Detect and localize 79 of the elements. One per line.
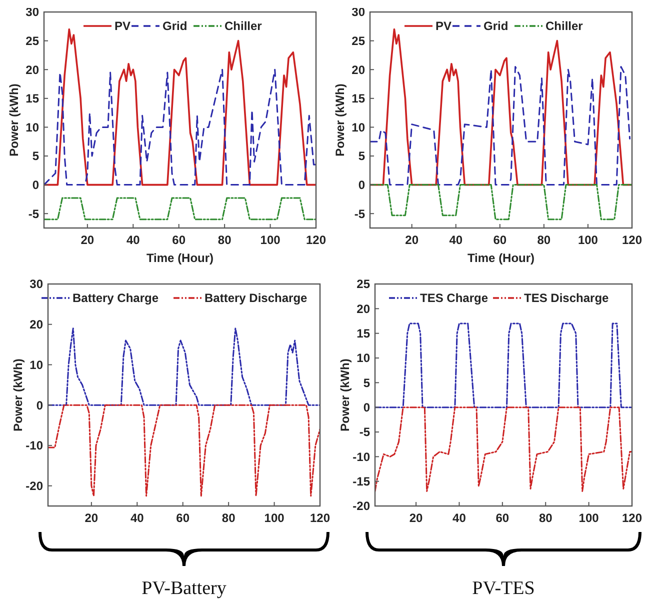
- legend-label: PV: [114, 19, 131, 34]
- y-tick-label: 5: [363, 376, 370, 390]
- x-tick-label: 100: [260, 233, 281, 247]
- x-tick-label: 60: [172, 233, 186, 247]
- y-tick-label: 5: [32, 149, 40, 164]
- y-tick-label: 25: [352, 34, 366, 48]
- line-series: [48, 328, 320, 406]
- x-tick-label: 120: [306, 233, 326, 247]
- x-axis-title: Time (Hour): [146, 251, 214, 265]
- x-tick-label: 40: [452, 511, 466, 525]
- line-series: [370, 66, 631, 186]
- y-tick-label: -5: [354, 206, 366, 221]
- x-tick-label: 60: [176, 511, 190, 525]
- x-tick-label: 80: [537, 233, 551, 247]
- x-tick-label: 40: [130, 511, 144, 525]
- x-tick-label: 120: [622, 233, 642, 247]
- y-tick-label: 10: [352, 120, 366, 134]
- x-axis-title: Time (Hour): [467, 251, 535, 265]
- line-series: [375, 406, 632, 492]
- x-tick-label: 80: [222, 511, 236, 525]
- y-tick-label: 0: [36, 398, 44, 412]
- y-tick-label: 15: [352, 92, 366, 106]
- y-tick-label: -15: [352, 474, 370, 489]
- y-tick-label: 30: [30, 277, 44, 292]
- y-tick-label: 10: [30, 358, 44, 372]
- y-tick-label: -20: [26, 479, 44, 494]
- legend-label: TES Charge: [420, 291, 488, 306]
- y-tick-label: 0: [363, 400, 370, 415]
- legend-label: Grid: [162, 19, 188, 34]
- y-tick-label: 10: [26, 120, 40, 134]
- x-tick-label: 80: [538, 511, 553, 525]
- y-tick-label: 30: [352, 5, 366, 20]
- x-tick-label: 80: [218, 233, 232, 247]
- text: PV-Battery: [142, 578, 227, 599]
- x-tick-label: 120: [622, 511, 642, 525]
- legend-label: Grid: [484, 19, 508, 34]
- x-tick-label: 20: [84, 511, 98, 525]
- y-tick-label: 0: [358, 178, 366, 192]
- x-tick-label: 40: [126, 233, 140, 247]
- y-axis-title: Power (kWh): [338, 358, 352, 432]
- legend-label: TES Discharge: [524, 291, 610, 306]
- x-tick-label: 120: [310, 511, 330, 525]
- x-tick-label: 100: [578, 511, 600, 525]
- text: PV-TES: [472, 578, 535, 599]
- legend-label: Chiller: [224, 19, 262, 34]
- y-tick-label: 20: [26, 62, 40, 77]
- y-tick-label: 10: [356, 351, 370, 366]
- x-tick-label: 20: [405, 233, 419, 247]
- y-tick-label: 25: [26, 34, 40, 48]
- line-series: [48, 404, 320, 497]
- x-tick-label: 20: [409, 511, 424, 525]
- x-tick-label: 60: [496, 511, 510, 525]
- legend-label: Battery Charge: [72, 291, 159, 306]
- y-tick-label: 0: [32, 178, 40, 192]
- x-tick-label: 100: [578, 233, 598, 247]
- x-tick-label: 40: [449, 233, 463, 247]
- legend-label: Battery Discharge: [204, 291, 308, 306]
- y-axis-title: Power (kWh): [7, 84, 21, 156]
- x-tick-label: 20: [80, 233, 94, 247]
- y-tick-label: 15: [356, 326, 370, 341]
- x-tick-label: 60: [493, 233, 507, 247]
- y-tick-label: -10: [352, 450, 370, 464]
- y-axis-title: Power (kWh): [11, 358, 25, 432]
- y-tick-label: 25: [356, 277, 370, 292]
- x-tick-label: 100: [264, 511, 285, 525]
- y-axis-title: Power (kWh): [333, 84, 347, 156]
- y-tick-label: -5: [359, 425, 370, 440]
- y-tick-label: 30: [26, 5, 40, 20]
- y-tick-label: -20: [352, 499, 370, 514]
- line-series: [44, 68, 316, 186]
- y-tick-label: 20: [352, 62, 366, 77]
- y-tick-label: 20: [356, 302, 370, 316]
- y-tick-label: 15: [26, 92, 40, 106]
- y-tick-label: 20: [30, 318, 44, 332]
- legend-label: PV: [436, 19, 452, 34]
- legend-label: Chiller: [546, 19, 584, 34]
- y-tick-label: -10: [26, 438, 44, 453]
- y-tick-label: -5: [28, 206, 40, 221]
- y-tick-label: 5: [358, 149, 366, 164]
